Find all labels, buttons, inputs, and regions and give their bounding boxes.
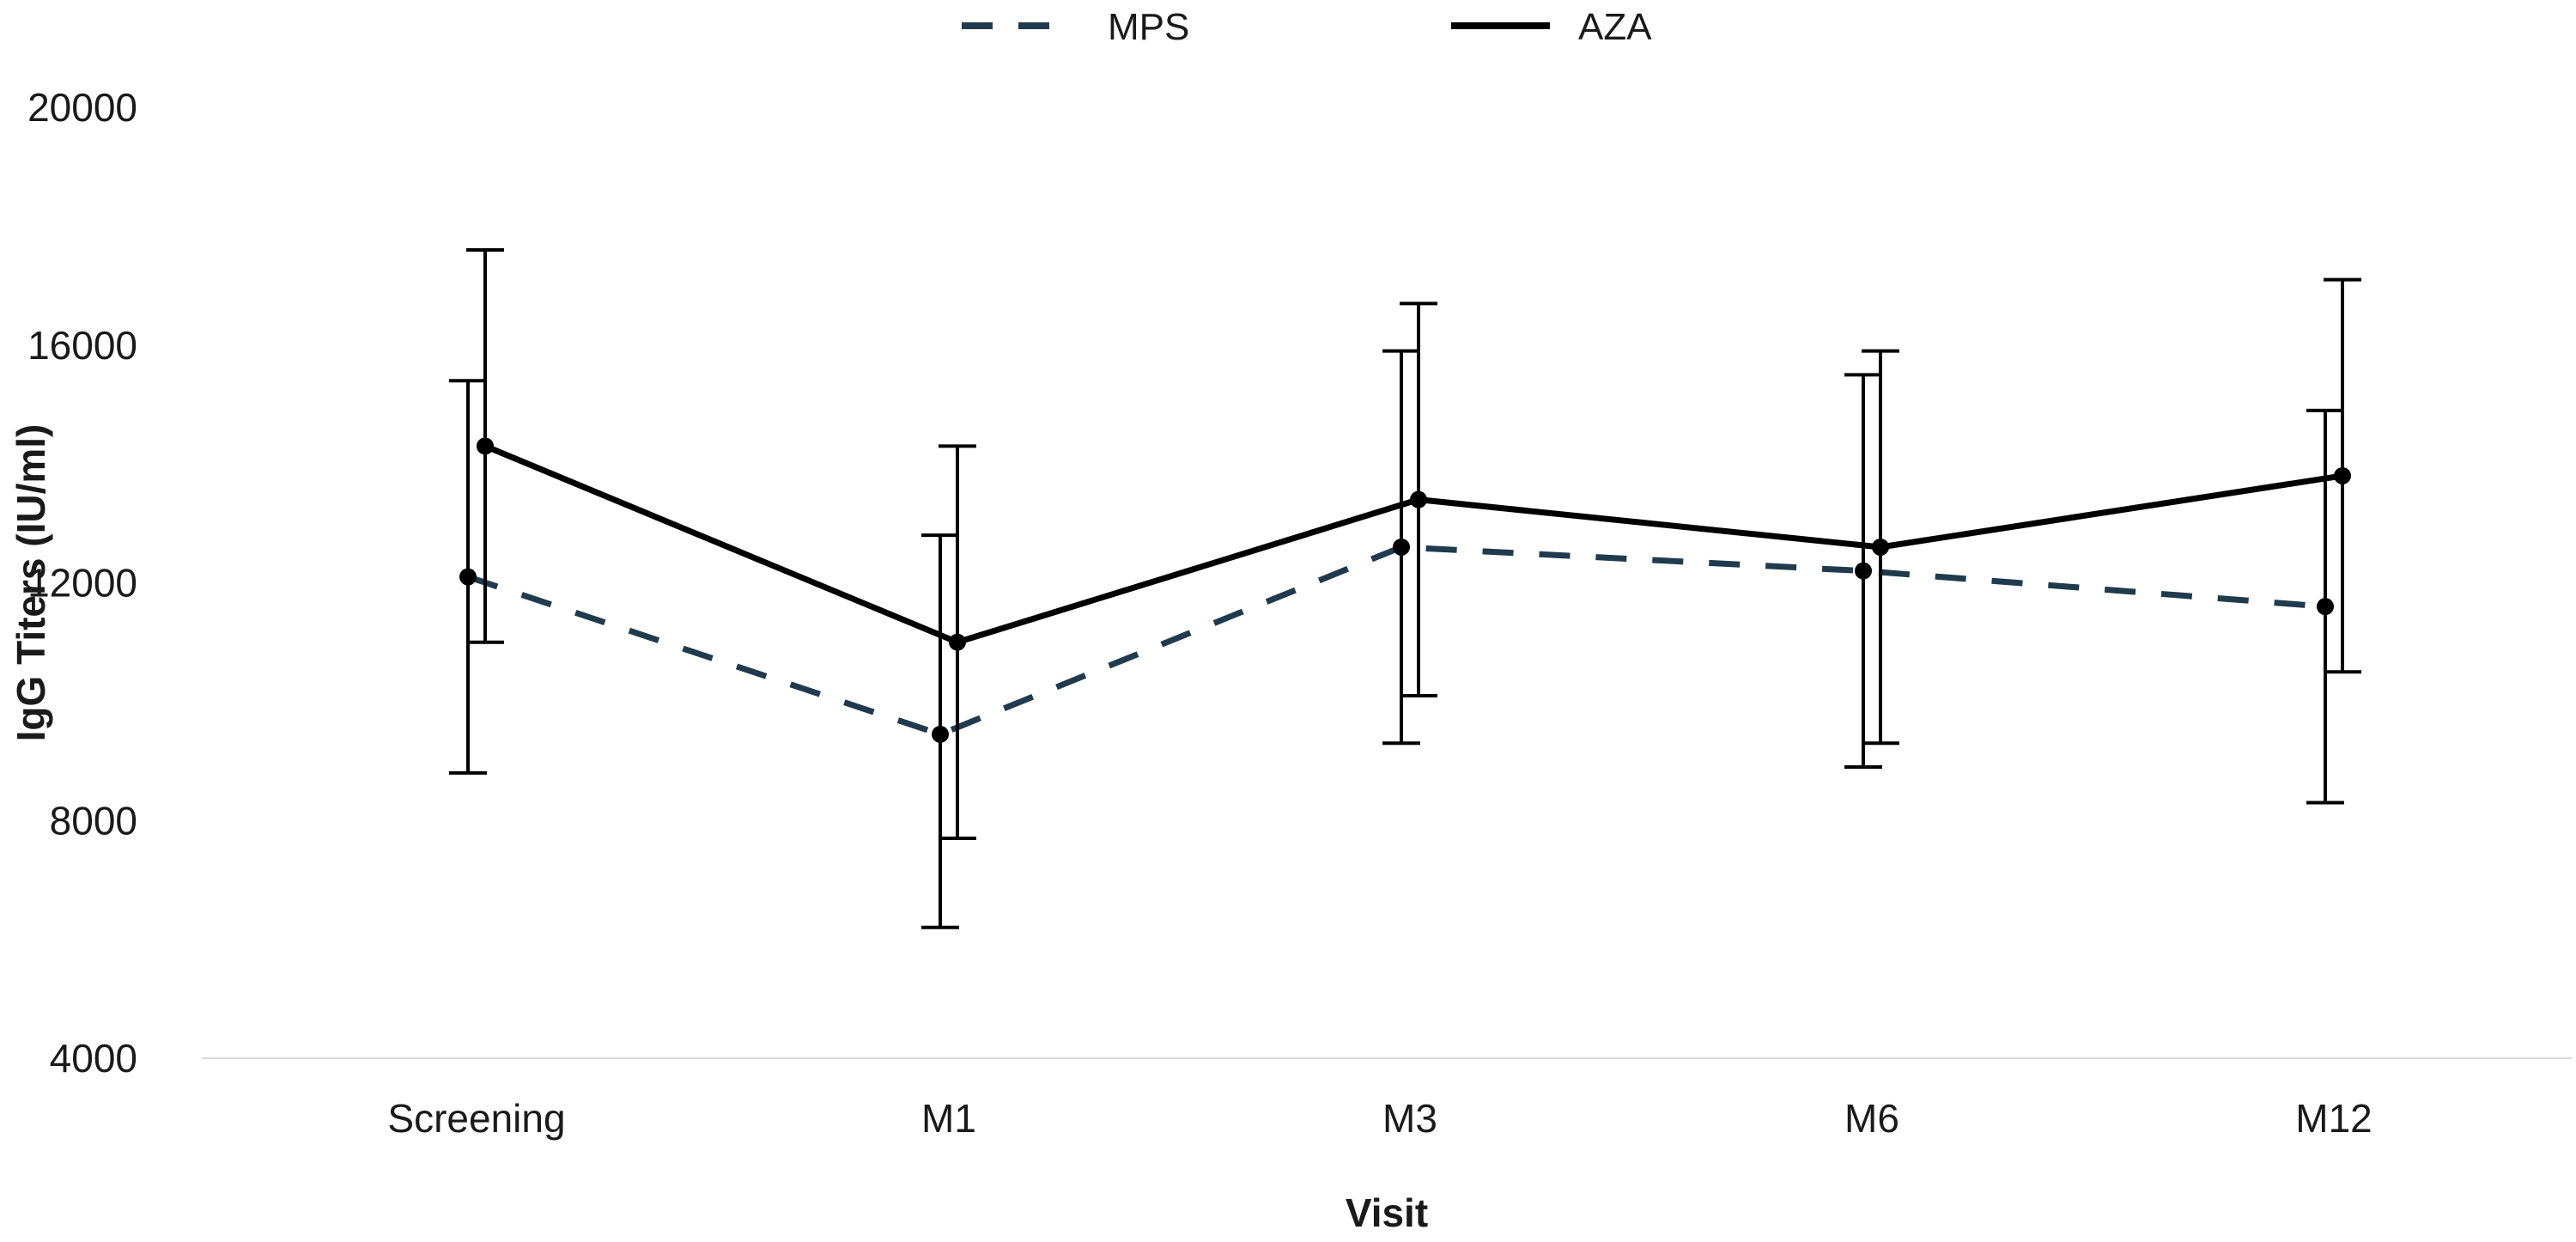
- y-tick-label: 12000: [27, 561, 137, 606]
- y-tick-label: 20000: [27, 85, 137, 130]
- series-line-mps: [466, 544, 2326, 738]
- y-tick-label: 16000: [27, 323, 137, 368]
- plot-area: [449, 248, 2361, 929]
- x-tick-label: M12: [2295, 1096, 2372, 1141]
- legend-item-mps: MPS: [962, 6, 1189, 48]
- data-point: [477, 437, 494, 455]
- x-tick-label: Screening: [387, 1096, 565, 1141]
- data-point: [1872, 538, 1889, 556]
- x-tick-label: M3: [1382, 1096, 1437, 1141]
- data-point: [932, 725, 949, 743]
- data-point: [1410, 490, 1427, 508]
- y-tick-label: 4000: [50, 1036, 137, 1081]
- x-tick-label: M6: [1844, 1096, 1899, 1141]
- data-point: [1393, 538, 1410, 556]
- y-tick-label: 8000: [50, 798, 137, 843]
- series-line-aza: [483, 443, 2343, 646]
- legend: MPS AZA: [962, 6, 1652, 48]
- x-tick-label: M1: [921, 1096, 976, 1141]
- data-point: [1855, 562, 1872, 580]
- data-point: [459, 568, 477, 586]
- y-axis: 4000 8000 12000 16000 20000: [27, 85, 137, 1081]
- data-point: [2317, 598, 2334, 616]
- data-point: [949, 633, 966, 651]
- legend-item-aza: AZA: [1451, 6, 1652, 48]
- x-axis: Screening M1 M3 M6 M12: [202, 1057, 2572, 1141]
- legend-label: AZA: [1578, 6, 1652, 48]
- series-mps: [449, 349, 2344, 929]
- y-axis-label: IgG Titers (IU/ml): [9, 424, 53, 742]
- legend-label: MPS: [1108, 6, 1189, 48]
- data-point: [2334, 466, 2351, 484]
- x-axis-label: Visit: [1346, 1190, 1428, 1235]
- series-aza: [466, 248, 2361, 841]
